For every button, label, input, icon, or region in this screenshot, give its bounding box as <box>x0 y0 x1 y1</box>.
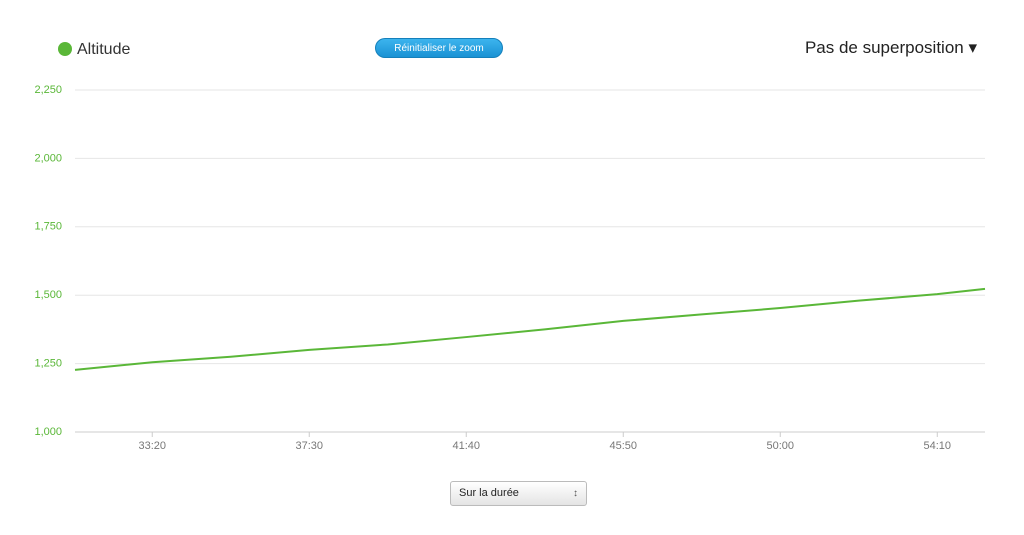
x-tick-label: 41:40 <box>452 440 480 452</box>
x-tick-label: 45:50 <box>609 440 637 452</box>
overlay-label: Pas de superposition <box>804 38 964 57</box>
y-tick-label: 2,000 <box>34 152 62 164</box>
x-tick-label: 33:20 <box>138 440 166 452</box>
overlay-dropdown[interactable]: Pas de superposition ▾ <box>804 38 977 57</box>
y-tick-label: 2,250 <box>34 84 62 96</box>
legend-label[interactable]: Altitude <box>77 41 130 58</box>
y-tick-label: 1,500 <box>34 289 62 301</box>
y-tick-label: 1,250 <box>34 358 62 370</box>
range-select[interactable]: Sur la durée <box>450 481 587 506</box>
range-select-label: Sur la durée <box>459 487 519 499</box>
y-tick-label: 1,750 <box>34 221 62 233</box>
line-series <box>74 287 986 371</box>
x-tick-label: 37:30 <box>295 440 323 452</box>
reset-zoom-button[interactable]: Réinitialiser le zoom <box>375 38 503 58</box>
x-tick-label: 54:10 <box>924 440 952 452</box>
legend-marker <box>58 42 72 56</box>
x-tick-label: 50:00 <box>767 440 795 452</box>
y-tick-label: 1,000 <box>34 426 62 438</box>
